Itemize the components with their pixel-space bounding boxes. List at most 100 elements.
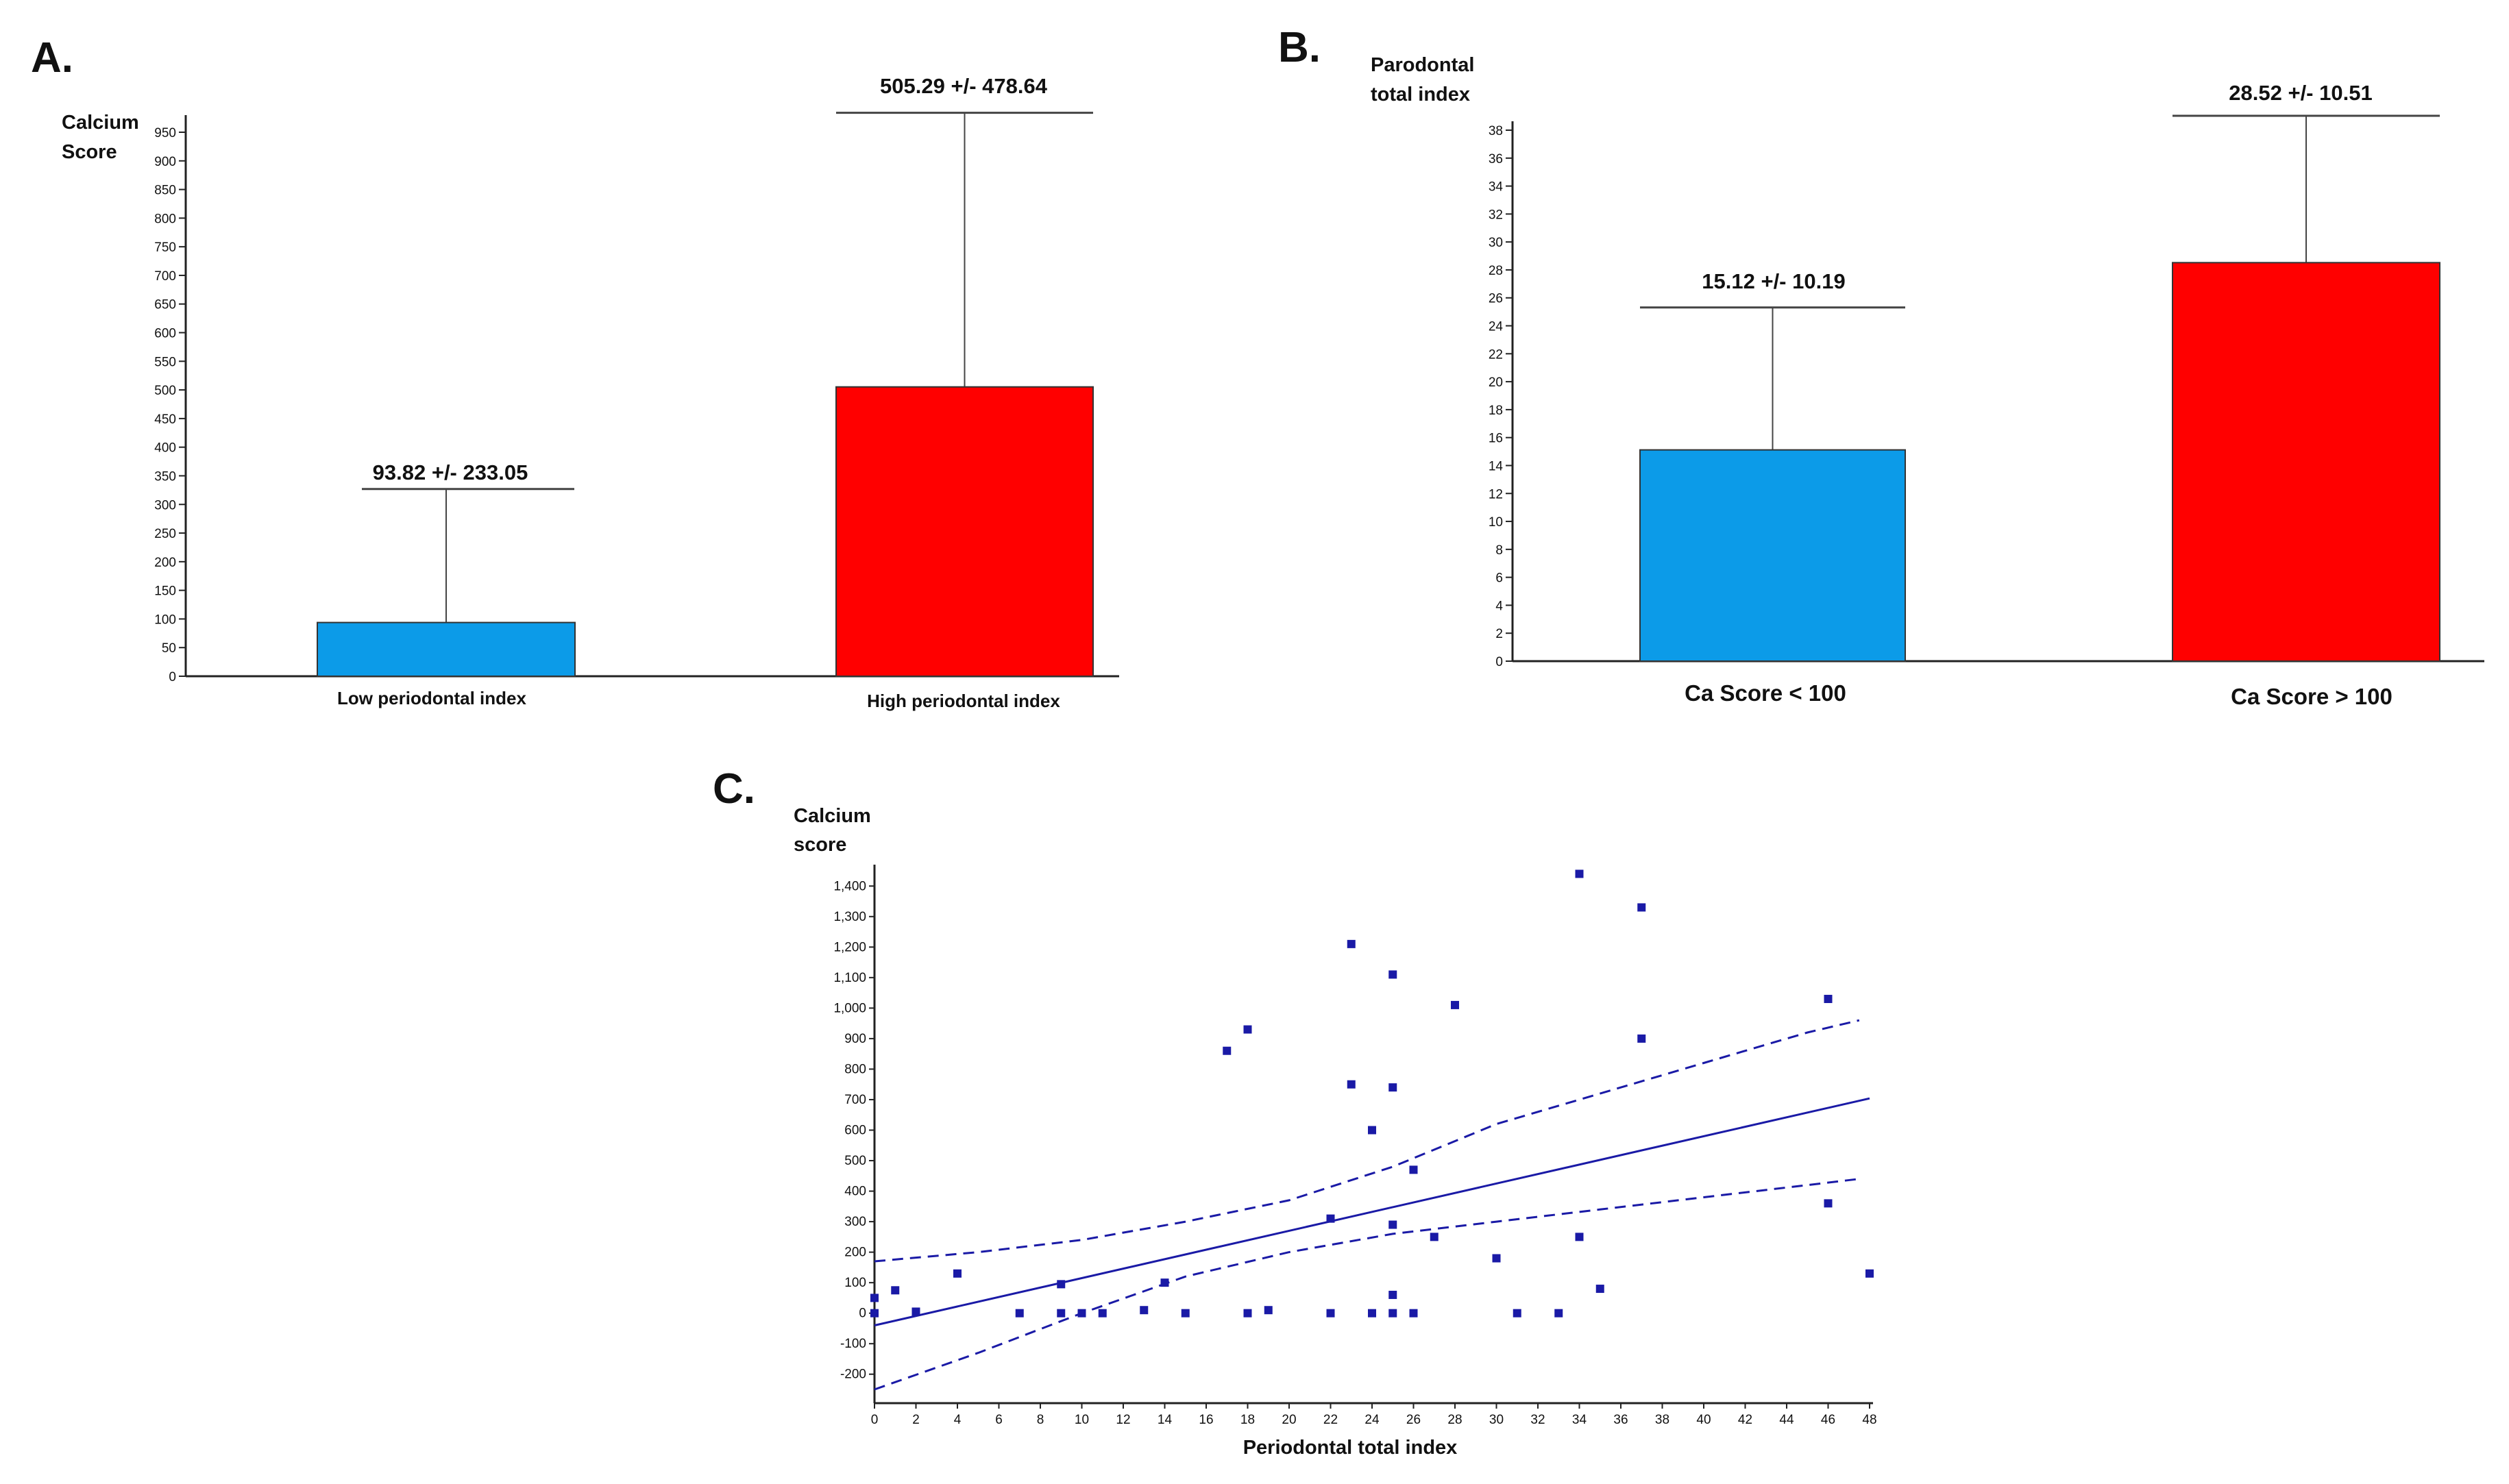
panel-c-point — [1368, 1309, 1376, 1318]
panel-b-ytick-label: 34 — [1489, 180, 1504, 195]
panel-a-y-ticks: 0 50 100 150 200 250 300 350 400 450 500 550 600 650 7… — [154, 126, 186, 684]
panel-c-point — [1492, 1254, 1501, 1263]
panel-c-point — [1637, 903, 1646, 912]
panel-a-ytick-label: 950 — [154, 126, 176, 140]
panel-c-ytick-label: 1,300 — [833, 910, 866, 924]
panel-c-xtick-label: 16 — [1199, 1413, 1213, 1427]
panel-c-point — [1388, 1309, 1397, 1318]
panel-b-ytick-label: 26 — [1489, 292, 1503, 306]
panel-b-bar-0 — [1639, 449, 1906, 662]
panel-c-points — [870, 869, 1874, 1318]
panel-c-xtick-label: 12 — [1116, 1413, 1130, 1427]
panel-b-ytick-label: 24 — [1489, 320, 1504, 334]
panel-c-point — [1264, 1306, 1273, 1315]
panel-c-point — [1451, 1000, 1459, 1009]
panel-a-ytick-label: 750 — [154, 240, 176, 255]
panel-c-point — [1513, 1309, 1521, 1318]
panel-c-point — [870, 1309, 879, 1318]
panel-c-ytick-label: 400 — [844, 1185, 866, 1199]
panel-c-ytick-label: 1,400 — [833, 879, 866, 893]
panel-c-point — [1326, 1309, 1335, 1318]
panel-a-ytick-label: 900 — [154, 155, 176, 169]
panel-c-point — [1388, 970, 1397, 979]
panel-c-xtick-label: 30 — [1489, 1413, 1504, 1427]
panel-c-xtick-label: 46 — [1821, 1413, 1835, 1427]
panel-c-xtick-label: 8 — [1037, 1413, 1044, 1427]
panel-c-point — [1015, 1309, 1024, 1318]
panel-b-label-high: 28.52 +/- 10.51 — [2229, 81, 2372, 105]
panel-c-xtick-label: 34 — [1572, 1413, 1587, 1427]
panel-b-ytick-label: 4 — [1495, 599, 1503, 613]
panel-a-ylabel-line1: Calcium — [62, 112, 139, 134]
panel-c-point — [1388, 1220, 1397, 1229]
panel-b-label-low: 15.12 +/- 10.19 — [1702, 269, 1845, 293]
panel-a-ytick-label: 700 — [154, 269, 176, 284]
panel-a-ytick-label: 650 — [154, 298, 176, 312]
panel-c-ytick-label: 0 — [859, 1307, 866, 1321]
panel-c-point — [1575, 1233, 1584, 1241]
panel-a-ytick-label: 200 — [154, 556, 176, 570]
panel-c-regression — [874, 1097, 1870, 1326]
panel-c-ci-upper — [874, 1019, 1860, 1263]
panel-c-ytick-label: -200 — [840, 1368, 866, 1382]
panel-a-ytick-label: 150 — [154, 584, 176, 599]
panel-c-xtick-label: 28 — [1447, 1413, 1462, 1427]
panel-c-xtick-label: 38 — [1655, 1413, 1669, 1427]
panel-c-point — [1057, 1309, 1066, 1318]
panel-c-point — [953, 1269, 962, 1278]
panel-b-ytick-label: 10 — [1489, 515, 1503, 530]
panel-c-ci-lower — [874, 1178, 1860, 1391]
panel-c-xtick-label: 32 — [1530, 1413, 1545, 1427]
panel-b: B. Parodontal total index 02468101214161… — [1278, 24, 2484, 709]
panel-c-point — [1388, 1083, 1397, 1092]
panel-c-xtick-label: 0 — [871, 1413, 879, 1427]
panel-b-ytick-label: 2 — [1495, 627, 1503, 641]
panel-a-bar-0 — [317, 621, 576, 678]
panel-a-ytick-label: 400 — [154, 441, 176, 456]
panel-c-point — [1326, 1214, 1335, 1223]
panel-a-label: A. — [31, 34, 73, 82]
panel-c-xtick-label: 44 — [1779, 1413, 1794, 1427]
panel-a-ytick-label: 600 — [154, 327, 176, 341]
panel-a-bars — [317, 112, 1094, 678]
panel-a-ytick-label: 300 — [154, 498, 176, 512]
panel-c-point — [1243, 1309, 1252, 1318]
panel-c: C. Calcium score -200-100010020030040050… — [713, 765, 1877, 1459]
panel-a-ytick-label: 250 — [154, 527, 176, 541]
panel-c-xtick-label: 26 — [1406, 1413, 1421, 1427]
panel-b-bars — [1639, 114, 2440, 662]
panel-c-xtick-label: 4 — [954, 1413, 962, 1427]
panel-c-point — [1077, 1309, 1086, 1318]
panel-b-cat-low: Ca Score < 100 — [1685, 680, 1846, 706]
panel-c-point — [1223, 1046, 1232, 1055]
panel-a-ytick-label: 800 — [154, 212, 176, 226]
panel-c-y-ticks: -200 -100 0 100 200 300 400 500 600 700 800 900 1,00… — [833, 879, 874, 1382]
panel-c-ytick-label: 500 — [844, 1154, 866, 1168]
panel-b-ytick-label: 28 — [1489, 264, 1503, 278]
panel-a-ytick-label: 450 — [154, 412, 176, 427]
panel-c-xtick-label: 14 — [1158, 1413, 1173, 1427]
panel-b-bar-1 — [2172, 262, 2440, 662]
panel-c-xtick-label: 2 — [912, 1413, 920, 1427]
panel-c-point — [1637, 1034, 1646, 1043]
panel-c-ytick-label: 1,200 — [833, 940, 866, 954]
panel-c-point — [1575, 869, 1584, 878]
panel-c-ytick-label: 200 — [844, 1246, 866, 1260]
panel-c-ytick-label: 900 — [844, 1032, 866, 1046]
panel-b-ytick-label: 8 — [1495, 543, 1503, 558]
panel-c-point — [1554, 1309, 1563, 1318]
panel-c-point — [870, 1294, 879, 1302]
panel-a: A. Calcium Score 0 50 100 150 200 250 300 350 40… — [31, 34, 1119, 711]
panel-c-xlabel: Periodontal total index — [1243, 1437, 1458, 1459]
panel-c-regression-line — [874, 1097, 1870, 1326]
panel-c-ytick-label: 300 — [844, 1215, 866, 1229]
panel-a-label-low: 93.82 +/- 233.05 — [373, 460, 528, 484]
panel-b-ytick-label: 16 — [1489, 432, 1503, 446]
panel-c-label: C. — [713, 765, 755, 813]
panel-a-ytick-label: 350 — [154, 469, 176, 484]
panel-c-xtick-label: 10 — [1075, 1413, 1089, 1427]
panel-a-ytick-label: 100 — [154, 613, 176, 627]
panel-c-point — [1368, 1126, 1376, 1135]
panel-c-point — [1865, 1269, 1874, 1278]
